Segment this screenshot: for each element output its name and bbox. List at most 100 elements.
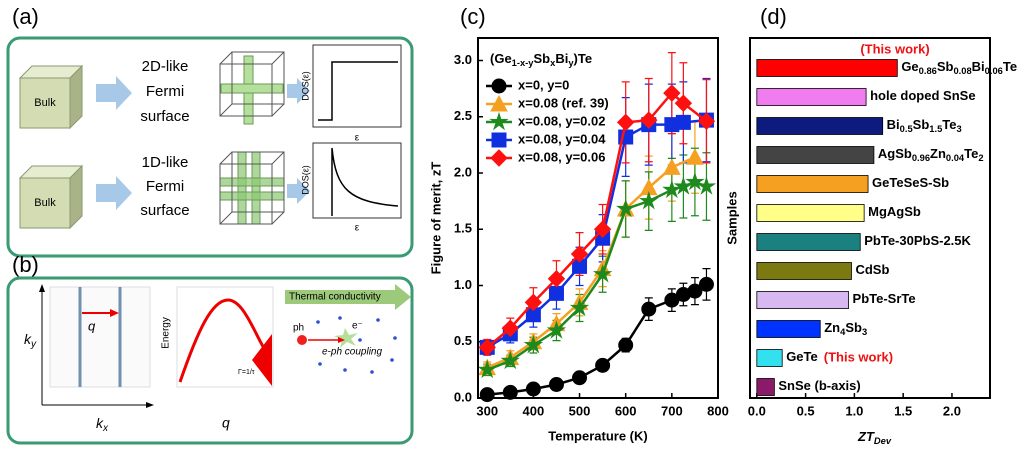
- bar: [756, 320, 821, 338]
- x-axis-label: ZTDev: [857, 429, 892, 446]
- text-part: Sb: [937, 59, 954, 74]
- text-part: Bi: [887, 117, 900, 132]
- x-axis-label: Temperature (K): [548, 428, 647, 443]
- marker: [641, 301, 657, 317]
- q-label: q: [88, 318, 96, 333]
- y-tick-label: 3.0: [454, 52, 472, 67]
- bar-label: GeTeSeS-Sb: [872, 175, 949, 190]
- marker: [662, 179, 682, 199]
- fermi-label: Fermi: [146, 83, 184, 100]
- text-part: hole doped SnSe: [870, 88, 975, 103]
- marker: [478, 338, 496, 357]
- x-tick-label: 400: [523, 403, 545, 418]
- plot-frame: [749, 37, 991, 399]
- text-part: Sb: [845, 320, 862, 335]
- bar: [756, 349, 783, 367]
- bar-label: PbTe-SrTe: [853, 291, 916, 306]
- marker: [572, 370, 588, 386]
- panel-label: (a): [12, 4, 39, 29]
- fermi-label: surface: [140, 202, 189, 219]
- legend-marker: [490, 94, 508, 112]
- text-part: (Ge: [490, 51, 512, 66]
- fermi-label: surface: [140, 108, 189, 125]
- subscript: 4: [840, 327, 846, 337]
- marker: [674, 94, 693, 112]
- bulk-cube: [18, 64, 84, 230]
- subscript: Dev: [874, 436, 892, 446]
- text-part: Te: [942, 117, 956, 132]
- chart-title: (Ge1-x-ySbxBiy)Te: [490, 51, 592, 68]
- series-line: [486, 156, 696, 369]
- marker: [479, 387, 495, 403]
- fermi-label: 1D-like: [142, 154, 189, 171]
- eph-diagram: [297, 316, 397, 374]
- legend-label: x=0.08, y=0.04: [518, 131, 606, 146]
- marker: [673, 176, 694, 195]
- marker: [616, 113, 635, 132]
- subscript: y: [568, 58, 574, 68]
- bar: [756, 378, 775, 396]
- text-part: k: [24, 331, 32, 347]
- panel-frame: [6, 276, 414, 445]
- bar-label: GeTe: [786, 349, 818, 364]
- fermi-surface-2d: [219, 51, 285, 125]
- legend-marker: [490, 149, 508, 167]
- subscript: 0.5: [900, 124, 913, 134]
- legend-marker: [491, 132, 507, 148]
- bar: [756, 233, 861, 251]
- marker: [696, 176, 717, 195]
- marker: [570, 245, 589, 263]
- energy-label: ε: [355, 133, 360, 144]
- legend-label: x=0, y=0: [518, 77, 569, 92]
- bar: [756, 175, 869, 193]
- marker: [525, 381, 541, 397]
- dos-label: DOS(ε): [300, 71, 310, 101]
- x-tick-label: 2.0: [943, 403, 961, 418]
- q-label: q: [222, 415, 230, 431]
- legend-marker: [489, 111, 509, 131]
- charts: (c) 300 400 500 600 700 800 0.0 0.5 1.0 1.5 2.0 2.5 3…: [428, 4, 1017, 447]
- text-part: GeTeSeS-Sb: [872, 175, 949, 190]
- subscript: x: [102, 423, 109, 434]
- text-part: Zn: [930, 146, 946, 161]
- marker: [663, 84, 681, 102]
- legend-label: x=0.08, y=0.06: [518, 149, 605, 164]
- x-tick-label: 1.5: [894, 403, 912, 418]
- energy-axis-label: Energy: [161, 317, 172, 349]
- marker: [501, 319, 520, 337]
- x-tick-label: 0.5: [797, 403, 815, 418]
- text-part: )Te: [574, 51, 593, 66]
- y-axis-label: Figure of merit, zT: [428, 162, 443, 275]
- text-part: Zn: [824, 320, 840, 335]
- x-tick-label: 300: [476, 403, 498, 418]
- thermal-arrow: [285, 284, 411, 310]
- y-axis-label: Samples: [724, 191, 739, 244]
- x-tick-label: 800: [707, 403, 729, 418]
- plot-frame: [477, 37, 719, 399]
- panel-label: (c): [460, 4, 486, 29]
- bar: [756, 59, 898, 77]
- marker: [500, 350, 520, 370]
- marker: [616, 198, 636, 218]
- text-part: SnSe (b-axis): [778, 378, 860, 393]
- marker: [523, 334, 544, 354]
- energy-label: ε: [355, 223, 360, 234]
- x-tick-label: 700: [661, 403, 683, 418]
- bar-label: Bi0.5Sb1.5Te3: [887, 117, 962, 134]
- text-part: CdSb: [855, 262, 889, 277]
- panel-frame: [6, 36, 414, 258]
- bar: [756, 117, 884, 135]
- subscript: 0.86: [919, 66, 937, 76]
- text-part: PbTe-SrTe: [853, 291, 916, 306]
- marker: [698, 276, 714, 292]
- subscript: 3: [862, 327, 867, 337]
- bar-label: CdSb: [855, 262, 889, 277]
- marker: [547, 270, 566, 288]
- marker: [524, 293, 543, 312]
- marker: [548, 377, 564, 392]
- annotation: (This work): [860, 41, 929, 56]
- bar: [756, 204, 865, 222]
- x-tick-label: 600: [615, 403, 637, 418]
- marker: [595, 357, 611, 373]
- marker: [685, 171, 705, 191]
